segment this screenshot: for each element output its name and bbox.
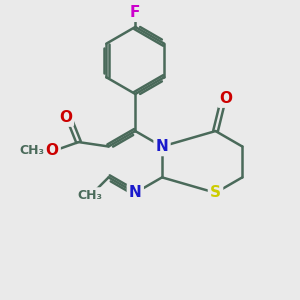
Text: N: N <box>129 185 142 200</box>
Text: F: F <box>130 5 140 20</box>
Text: N: N <box>156 139 168 154</box>
Text: CH₃: CH₃ <box>19 144 44 158</box>
Text: CH₃: CH₃ <box>77 188 102 202</box>
Text: S: S <box>210 185 221 200</box>
Text: O: O <box>219 91 232 106</box>
Text: O: O <box>46 143 59 158</box>
Text: O: O <box>59 110 72 124</box>
